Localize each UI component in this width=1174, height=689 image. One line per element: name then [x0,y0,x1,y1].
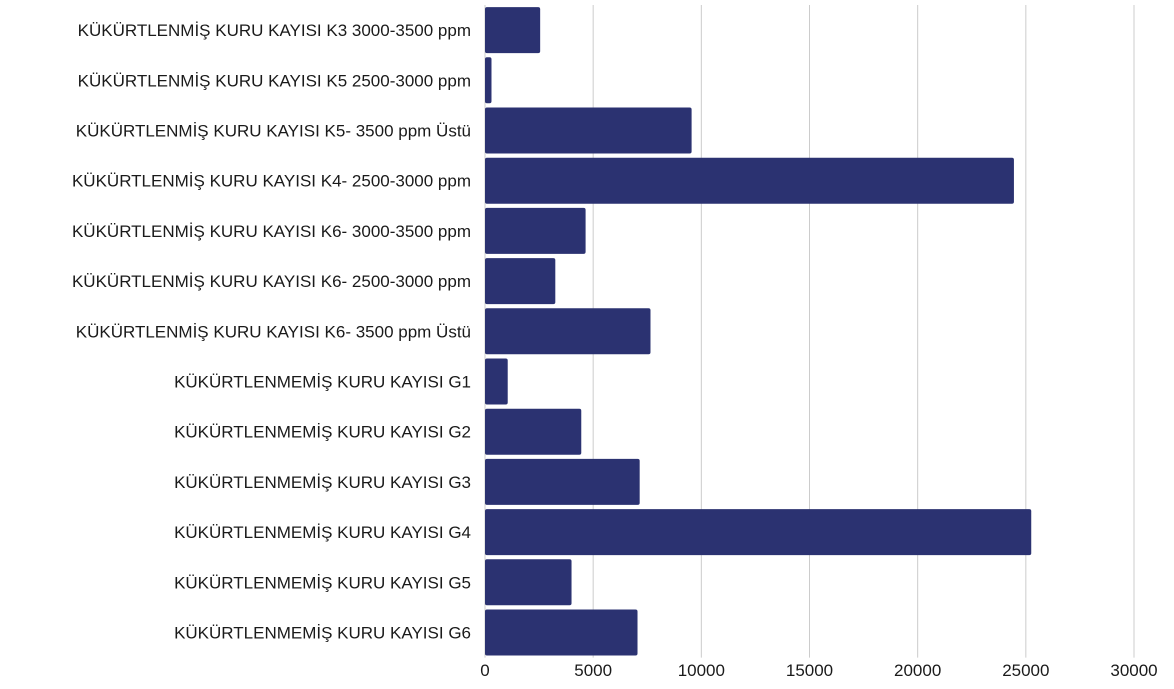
category-label: KÜKÜRTLENMİŞ KURU KAYISI K6- 2500-3000 p… [72,272,471,291]
x-tick-label: 5000 [574,661,612,680]
bar [485,609,638,656]
bar [485,7,541,54]
x-tick-label: 30000 [1110,661,1157,680]
category-label: KÜKÜRTLENMEMİŞ KURU KAYISI G3 [174,473,471,492]
category-label: KÜKÜRTLENMEMİŞ KURU KAYISI G6 [174,624,471,643]
bar [485,408,582,455]
category-label: KÜKÜRTLENMİŞ KURU KAYISI K4- 2500-3000 p… [72,172,471,191]
category-label: KÜKÜRTLENMEMİŞ KURU KAYISI G1 [174,373,471,392]
bar [485,509,1032,556]
bar [485,207,586,254]
x-tick-label: 15000 [786,661,833,680]
category-label: KÜKÜRTLENMEMİŞ KURU KAYISI G4 [174,523,471,542]
x-axis-ticks: 0 5000 10000 15000 20000 25000 30000 [480,661,1157,680]
x-tick-label: 10000 [678,661,725,680]
bars [485,7,1032,656]
bar [485,308,651,355]
bar [485,559,572,606]
bar [485,258,556,305]
bar [485,358,508,405]
bar [485,107,692,154]
category-label: KÜKÜRTLENMİŞ KURU KAYISI K5 2500-3000 pp… [78,71,471,90]
category-label: KÜKÜRTLENMEMİŞ KURU KAYISI G2 [174,423,471,442]
category-label: KÜKÜRTLENMİŞ KURU KAYISI K5- 3500 ppm Üs… [76,122,471,141]
x-tick-label: 0 [480,661,489,680]
bar [485,57,492,104]
category-label: KÜKÜRTLENMEMİŞ KURU KAYISI G5 [174,573,471,592]
x-tick-label: 20000 [894,661,941,680]
bar [485,458,640,505]
bar [485,157,1014,204]
category-label: KÜKÜRTLENMİŞ KURU KAYISI K6- 3000-3500 p… [72,222,471,241]
category-labels: KÜKÜRTLENMİŞ KURU KAYISI K3 3000-3500 pp… [72,21,471,642]
category-label: KÜKÜRTLENMİŞ KURU KAYISI K3 3000-3500 pp… [78,21,471,40]
x-tick-label: 25000 [1002,661,1049,680]
category-label: KÜKÜRTLENMİŞ KURU KAYISI K6- 3500 ppm Üs… [76,322,471,341]
